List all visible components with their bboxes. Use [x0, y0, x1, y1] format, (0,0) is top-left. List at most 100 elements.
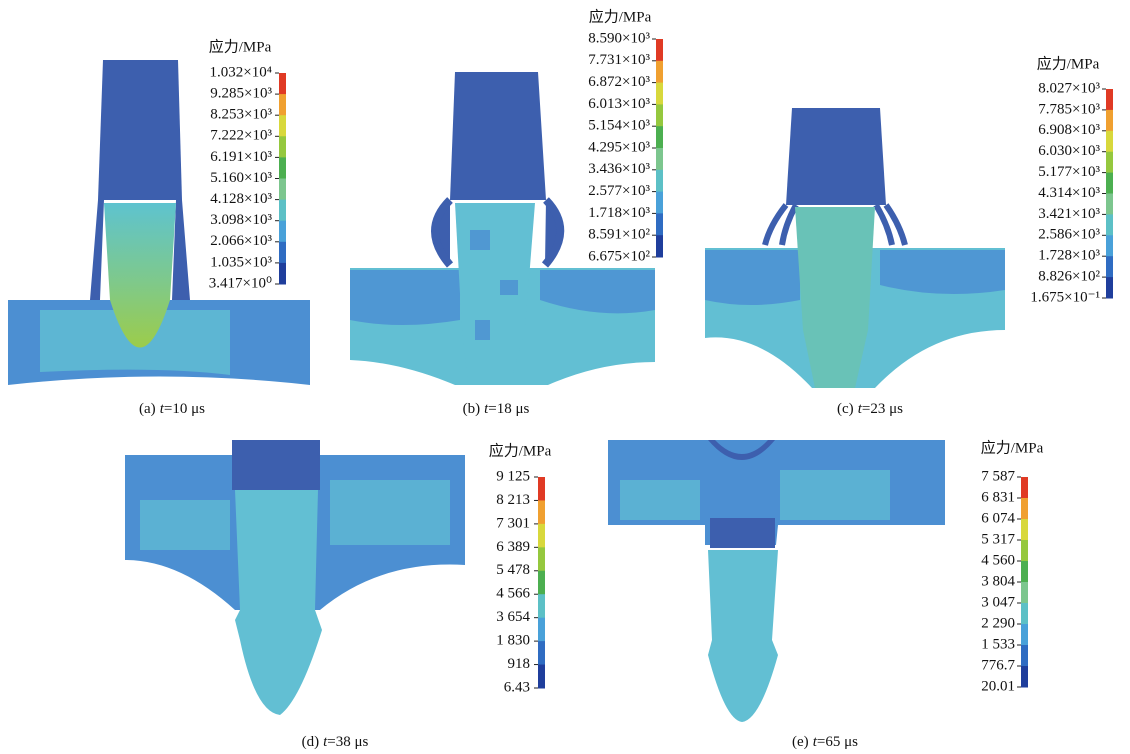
- tick-label: 9 125: [496, 468, 530, 484]
- colorbar-band: [1106, 130, 1113, 153]
- colorbar-band: [279, 94, 286, 116]
- colorbar-band: [1021, 561, 1028, 583]
- tick-label: 1.675×10⁻¹: [1030, 289, 1100, 305]
- colorbar-band: [1106, 256, 1113, 278]
- colorbar-band: [1021, 666, 1028, 688]
- tick-label: 4.295×10³: [588, 139, 650, 155]
- colorbar-band: [1106, 89, 1113, 111]
- tick-label: 7.731×10³: [588, 52, 650, 68]
- colorbar: 应力/MPa 1.032×10⁴ 9.285×10³ 8.253×10³ 7.222×1…: [209, 37, 286, 291]
- tick-label: 5 317: [981, 531, 1015, 547]
- colorbar-band: [656, 126, 663, 149]
- colorbar-band: [656, 60, 663, 84]
- colorbar-band: [538, 477, 545, 501]
- colorbar-band: [279, 136, 286, 158]
- tick-label: 5.160×10³: [210, 170, 272, 186]
- tick-label: 5.154×10³: [588, 118, 650, 134]
- colorbar-band: [538, 664, 545, 689]
- tick-label: 1.728×10³: [1038, 248, 1100, 264]
- tick-label: 1.718×10³: [588, 205, 650, 221]
- tick-label: 6.908×10³: [1038, 122, 1100, 138]
- colorbar-band: [656, 148, 663, 171]
- legend-title: 应力/MPa: [589, 7, 652, 25]
- colorbar-band: [1106, 193, 1113, 215]
- tick-label: 776.7: [981, 657, 1015, 673]
- tick-label: 2.586×10³: [1038, 227, 1100, 243]
- colorbar-band: [538, 570, 545, 595]
- panel-c-sim: [705, 108, 1005, 388]
- caption-label: (e): [792, 734, 809, 750]
- tick-label: 8.253×10³: [210, 107, 272, 123]
- colorbar-band: [656, 82, 663, 105]
- caption-value: =10 μs: [164, 401, 205, 417]
- tick-label: 8.590×10³: [588, 30, 650, 46]
- colorbar-band: [538, 547, 545, 572]
- colorbar-band: [538, 617, 545, 642]
- tick-label: 8.591×10²: [588, 227, 650, 243]
- caption-var: t: [484, 401, 489, 417]
- colorbar-band: [279, 73, 286, 95]
- colorbar-band: [1021, 540, 1028, 562]
- tick-label: 6.872×10³: [588, 74, 650, 90]
- tick-label: 6 074: [981, 510, 1015, 526]
- colorbar-band: [279, 241, 286, 264]
- caption: (e) t=65 μs: [792, 734, 858, 750]
- tick-label: 6 389: [496, 539, 530, 555]
- colorbar-band: [1106, 235, 1113, 257]
- colorbar-band: [1106, 109, 1113, 132]
- caption-var: t: [160, 401, 165, 417]
- colorbar-band: [538, 594, 545, 619]
- tick-label: 4 566: [496, 586, 530, 602]
- colorbar-band: [1021, 645, 1028, 667]
- colorbar-band: [538, 500, 545, 525]
- colorbar-band: [1106, 151, 1113, 174]
- tick-label: 1 830: [496, 633, 530, 649]
- colorbar-band: [656, 213, 663, 236]
- tick-label: 3 047: [981, 594, 1015, 610]
- tick-label: 6.43: [504, 679, 530, 695]
- tick-label: 8 213: [496, 492, 530, 508]
- tick-label: 7.222×10³: [210, 128, 272, 144]
- colorbar-band: [656, 235, 663, 258]
- colorbar-band: [1021, 582, 1028, 604]
- tick-label: 5 478: [496, 562, 530, 578]
- colorbar: 应力/MPa 7 587 6 831 6 074 5 317 4 560 3 804 3 04…: [981, 438, 1044, 694]
- caption: (c) t=23 μs: [837, 401, 903, 417]
- caption-var: t: [323, 734, 328, 750]
- tick-label: 6.013×10³: [588, 96, 650, 112]
- caption-value: =23 μs: [862, 401, 903, 417]
- colorbar-band: [1021, 519, 1028, 541]
- tick-label: 3.098×10³: [210, 212, 272, 228]
- colorbar: 应力/MPa 8.027×10³ 7.785×10³ 6.908×10³ 6.030×1…: [1030, 54, 1113, 305]
- legend-title: 应力/MPa: [981, 438, 1044, 456]
- colorbar-band: [1021, 498, 1028, 520]
- colorbar-band: [1106, 172, 1113, 194]
- tick-label: 1.035×10³: [210, 254, 272, 270]
- colorbar-band: [279, 157, 286, 179]
- tick-label: 6.675×10²: [588, 248, 650, 264]
- caption: (a) t=10 μs: [139, 401, 205, 417]
- legend-title: 应力/MPa: [209, 37, 272, 55]
- tick-label: 6 831: [981, 489, 1015, 505]
- colorbar-band: [538, 641, 545, 666]
- colorbar-band: [656, 169, 663, 193]
- caption-var: t: [813, 734, 818, 750]
- colorbar-band: [538, 523, 545, 548]
- tick-label: 3.417×10⁰: [209, 275, 272, 291]
- tick-label: 5.177×10³: [1038, 164, 1100, 180]
- tick-label: 4 560: [981, 552, 1015, 568]
- tick-label: 8.027×10³: [1038, 80, 1100, 96]
- colorbar-band: [279, 199, 286, 222]
- panel-e-sim: [608, 440, 945, 722]
- caption: (b) t=18 μs: [463, 401, 530, 417]
- caption: (d) t=38 μs: [302, 734, 369, 750]
- tick-label: 9.285×10³: [210, 86, 272, 102]
- legend-title: 应力/MPa: [1037, 54, 1100, 72]
- caption-var: t: [858, 401, 863, 417]
- legend-title: 应力/MPa: [489, 441, 552, 459]
- tick-label: 918: [508, 656, 531, 672]
- colorbar-band: [279, 115, 286, 137]
- tick-label: 1.032×10⁴: [210, 64, 272, 80]
- colorbar-band: [1021, 624, 1028, 646]
